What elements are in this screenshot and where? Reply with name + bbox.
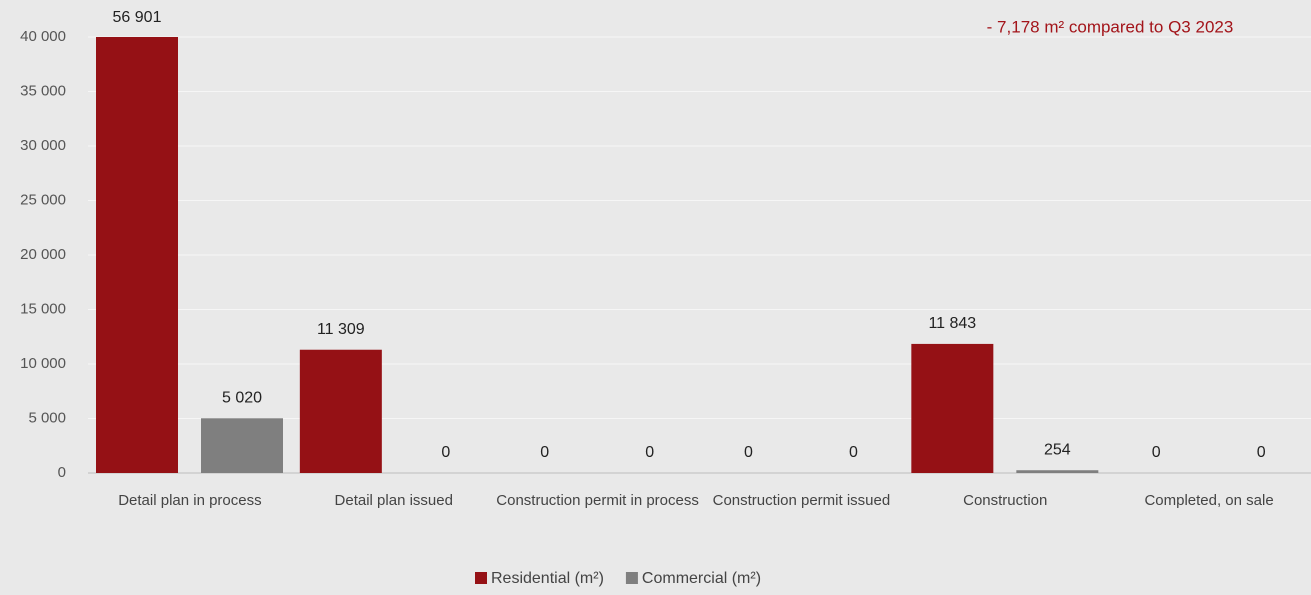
y-tick-label: 25 000	[20, 191, 66, 208]
value-label: 0	[540, 444, 549, 461]
legend-label: Residential (m²)	[491, 570, 604, 587]
legend-swatch	[475, 572, 487, 584]
value-label: 11 309	[317, 321, 365, 338]
y-tick-label: 35 000	[20, 82, 66, 99]
annotation: - 7,178 m² compared to Q3 2023	[987, 17, 1234, 36]
value-label: 0	[849, 444, 858, 461]
value-label: 0	[645, 444, 654, 461]
y-tick-label: 10 000	[20, 355, 66, 372]
x-tick-label: Detail plan issued	[334, 492, 453, 509]
legend-swatch	[625, 572, 638, 584]
value-label: 11 843	[928, 315, 976, 332]
value-label: 0	[1257, 444, 1266, 461]
bar	[1016, 470, 1099, 473]
value-label: 0	[441, 444, 450, 461]
value-label: 56 901	[113, 9, 162, 26]
x-tick-label: Construction	[963, 492, 1048, 509]
bar	[201, 418, 283, 473]
value-label: 5 020	[222, 390, 262, 407]
y-tick-label: 40 000	[20, 28, 66, 45]
bar	[299, 349, 382, 473]
x-tick-label: Completed, on sale	[1144, 492, 1274, 509]
bar	[96, 37, 178, 473]
x-tick-label: Construction permit issued	[712, 492, 891, 509]
value-label: 0	[744, 444, 753, 461]
bar	[911, 343, 994, 473]
y-tick-label: 15 000	[20, 300, 66, 317]
y-tick-label: 20 000	[20, 246, 66, 263]
x-tick-label: Construction permit in process	[496, 492, 699, 509]
value-label: 254	[1044, 441, 1071, 458]
legend-label: Commercial (m²)	[642, 570, 761, 587]
y-tick-label: 5 000	[28, 409, 66, 426]
y-tick-label: 0	[58, 464, 66, 481]
y-tick-label: 30 000	[20, 137, 66, 154]
value-label: 0	[1152, 444, 1161, 461]
plot-area	[96, 37, 1099, 473]
x-tick-label: Detail plan in process	[118, 492, 262, 509]
